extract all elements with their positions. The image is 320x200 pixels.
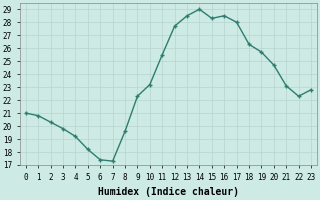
X-axis label: Humidex (Indice chaleur): Humidex (Indice chaleur) (98, 187, 239, 197)
